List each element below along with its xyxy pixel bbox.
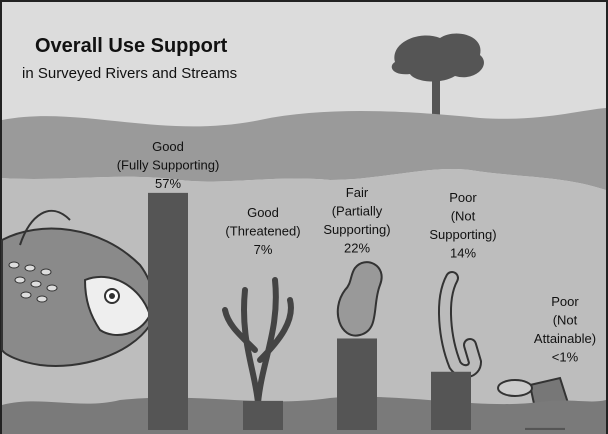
bar — [431, 372, 471, 430]
value-label: <1% — [552, 350, 579, 365]
category-label: Fair — [346, 185, 369, 200]
bar — [337, 338, 377, 430]
category-label: Poor — [551, 294, 579, 309]
value-label: 22% — [344, 241, 370, 256]
category-label: (Threatened) — [225, 224, 300, 239]
chart-title: Overall Use Support — [35, 35, 228, 57]
category-label: Supporting) — [429, 227, 496, 242]
value-label: 7% — [254, 242, 273, 257]
page: Overall Use Support in Surveyed Rivers a… — [0, 0, 608, 434]
category-label: Good — [247, 205, 279, 220]
category-label: Good — [152, 139, 184, 154]
value-label: 57% — [155, 176, 181, 191]
chart-subtitle: in Surveyed Rivers and Streams — [22, 65, 237, 82]
category-label: (Fully Supporting) — [117, 158, 220, 173]
bar — [148, 193, 188, 430]
bar — [525, 428, 565, 430]
value-label: 14% — [450, 246, 476, 261]
bar — [243, 401, 283, 430]
category-label: Attainable) — [534, 331, 596, 346]
category-label: (Partially — [332, 204, 383, 219]
category-label: Supporting) — [323, 222, 390, 237]
category-label: (Not — [553, 313, 578, 328]
chart: Overall Use Support in Surveyed Rivers a… — [0, 0, 608, 434]
category-label: (Not — [451, 209, 476, 224]
category-label: Poor — [449, 190, 477, 205]
